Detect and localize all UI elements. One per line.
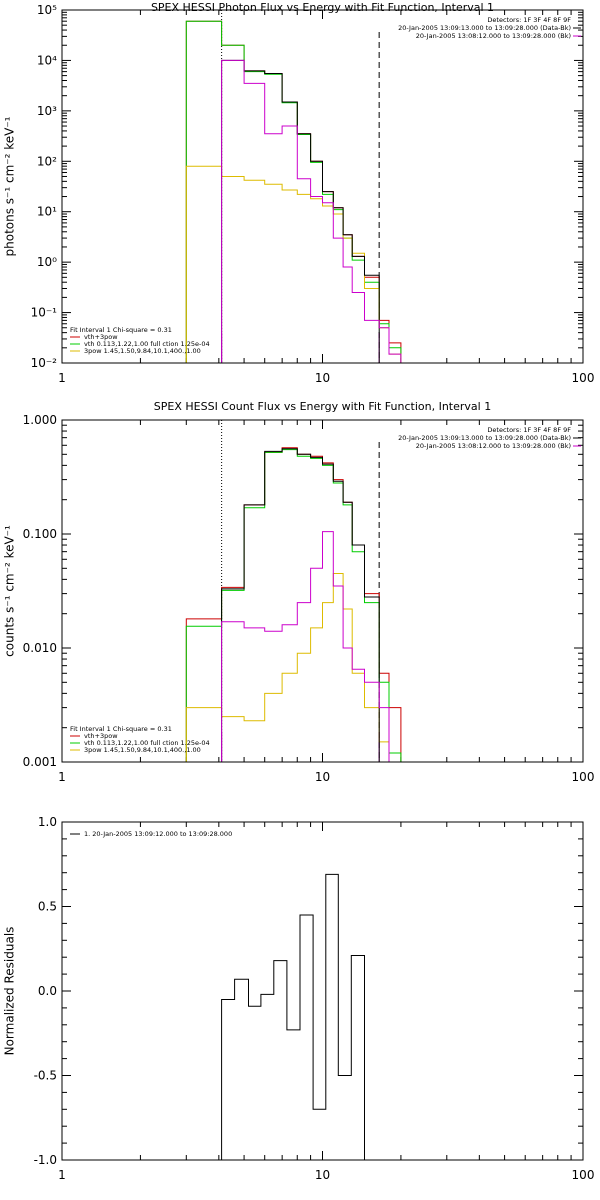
series-3pow <box>185 165 402 363</box>
annotation-line: 20-Jan-2005 13:08:12.000 to 13:09:28.000… <box>416 32 571 40</box>
y-tick-label: 0.010 <box>23 641 57 655</box>
y-tick-label: 10² <box>37 154 57 168</box>
y-tick-label: 10⁰ <box>37 255 57 269</box>
plot-frame <box>61 9 584 364</box>
series-group <box>221 873 365 1160</box>
y-tick-label: 10¹ <box>37 205 57 219</box>
x-tick-label: 100 <box>572 1168 595 1182</box>
y-tick-label: 0.001 <box>23 755 57 769</box>
y-tick-label: 10⁻² <box>31 356 58 370</box>
y-tick-label: 0.0 <box>38 984 57 998</box>
y-axis-label: Normalized Residuals <box>3 927 17 1056</box>
series-vth <box>185 449 402 762</box>
x-tick-label: 10 <box>315 1168 330 1182</box>
annotation-line: Detectors: 1F 3F 4F 8F 9F <box>487 426 571 434</box>
series-1-20-jan-2005-13-09-12-000-to-13-09-28-000 <box>221 873 365 1160</box>
annotation-line: 20-Jan-2005 13:09:13.000 to 13:09:28.000… <box>398 434 571 442</box>
legend-entry: vth 0.113,1.22,1.00 full ction 1.25e-04 <box>84 340 210 348</box>
y-tick-label: 10³ <box>37 104 57 118</box>
series-bk <box>221 531 401 762</box>
x-tick-label: 100 <box>572 371 595 385</box>
x-tick-label: 10 <box>315 371 330 385</box>
panel-count: SPEX HESSI Count Flux vs Energy with Fit… <box>3 400 595 784</box>
y-tick-label: 1.000 <box>23 413 57 427</box>
series-vth <box>185 20 402 363</box>
legend-entry: 3pow 1.45,1.50,9.84,10.1,400.,1.00 <box>84 347 201 355</box>
x-tick-label: 1 <box>58 371 66 385</box>
annotation-line: 20-Jan-2005 13:09:13.000 to 13:09:28.000… <box>398 24 571 32</box>
y-tick-label: 0.5 <box>38 900 57 914</box>
annotation-line: Detectors: 1F 3F 4F 8F 9F <box>487 16 571 24</box>
x-tick-label: 1 <box>58 770 66 784</box>
y-axis-label: counts s⁻¹ cm⁻² keV⁻¹ <box>3 525 17 657</box>
y-tick-label: 10⁻¹ <box>31 306 58 320</box>
panel-photon: SPEX HESSI Photon Flux vs Energy with Fi… <box>3 1 595 385</box>
legend-entry: 3pow 1.45,1.50,9.84,10.1,400.,1.00 <box>84 746 201 754</box>
series-group <box>185 447 402 762</box>
legend-heading: Fit Interval 1 Chi-square = 0.31 <box>70 725 172 733</box>
y-tick-label: -0.5 <box>34 1069 57 1083</box>
y-tick-label: 0.100 <box>23 527 57 541</box>
annotation-line: 20-Jan-2005 13:08:12.000 to 13:09:28.000… <box>416 442 571 450</box>
x-tick-label: 100 <box>572 770 595 784</box>
legend-entry: vth+3pow <box>84 732 118 740</box>
panel-resid: Normalized Residuals 1 10 100 -1.0 -0.5 0.0 0.5… <box>3 815 595 1182</box>
y-tick-label: 10⁴ <box>37 53 57 67</box>
plot-frame <box>61 821 584 1161</box>
series-data-bk <box>221 59 380 363</box>
series-group <box>185 20 402 363</box>
y-tick-label: 10⁵ <box>37 3 57 17</box>
legend-entry: vth 0.113,1.22,1.00 full ction 1.25e-04 <box>84 739 210 747</box>
chart-title: SPEX HESSI Photon Flux vs Energy with Fi… <box>151 1 494 14</box>
y-axis-label: photons s⁻¹ cm⁻² keV⁻¹ <box>3 116 17 256</box>
plot-frame <box>61 419 584 763</box>
x-tick-label: 10 <box>315 770 330 784</box>
series-data-bk <box>221 448 380 762</box>
legend-entry: vth+3pow <box>84 333 118 341</box>
y-tick-label: 1.0 <box>38 815 57 829</box>
series-vth-3pow <box>185 20 402 363</box>
legend-heading: Fit Interval 1 Chi-square = 0.31 <box>70 326 172 334</box>
series-vth-3pow <box>185 447 402 762</box>
y-tick-label: -1.0 <box>34 1153 57 1167</box>
series-3pow <box>185 573 401 762</box>
legend-entry: 1. 20-Jan-2005 13:09:12.000 to 13:09:28.… <box>84 830 232 838</box>
series-bk <box>221 59 402 363</box>
chart-title: SPEX HESSI Count Flux vs Energy with Fit… <box>154 400 491 413</box>
x-tick-label: 1 <box>58 1168 66 1182</box>
